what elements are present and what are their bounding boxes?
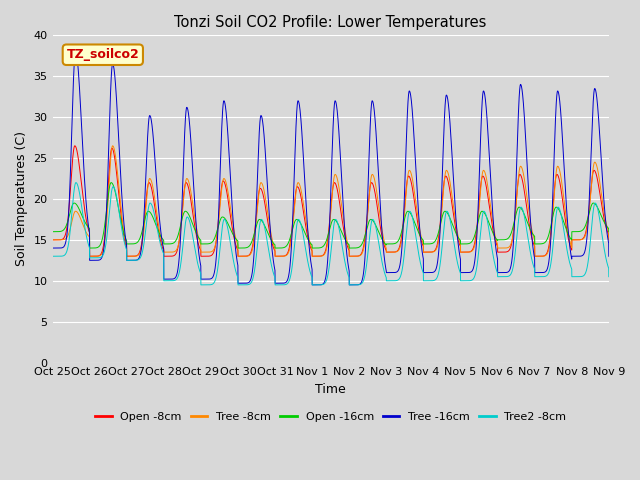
- Open -16cm: [487, 226, 495, 231]
- Tree -16cm: [605, 253, 612, 259]
- Open -8cm: [71, 143, 79, 149]
- Open -16cm: [456, 237, 463, 242]
- Open -8cm: [425, 249, 433, 255]
- Tree -16cm: [49, 245, 56, 251]
- Tree -8cm: [605, 237, 612, 243]
- Open -16cm: [604, 225, 612, 231]
- Tree -16cm: [604, 239, 612, 244]
- Open -8cm: [310, 253, 318, 259]
- Tree2 -8cm: [197, 282, 205, 288]
- Open -8cm: [148, 191, 156, 196]
- Line: Tree -8cm: Tree -8cm: [52, 146, 609, 256]
- Open -8cm: [487, 216, 495, 222]
- Tree -16cm: [308, 282, 316, 288]
- Line: Tree -16cm: Tree -16cm: [52, 52, 609, 285]
- Tree2 -8cm: [605, 274, 612, 279]
- Tree -8cm: [49, 237, 56, 243]
- Open -16cm: [310, 245, 318, 251]
- X-axis label: Time: Time: [316, 383, 346, 396]
- Open -8cm: [456, 241, 463, 247]
- Tree2 -8cm: [49, 253, 56, 259]
- Legend: Open -8cm, Tree -8cm, Open -16cm, Tree -16cm, Tree2 -8cm: Open -8cm, Tree -8cm, Open -16cm, Tree -…: [90, 408, 571, 426]
- Tree -16cm: [148, 128, 156, 133]
- Y-axis label: Soil Temperatures (C): Soil Temperatures (C): [15, 132, 28, 266]
- Tree -8cm: [310, 253, 318, 259]
- Tree -16cm: [310, 282, 318, 288]
- Line: Open -8cm: Open -8cm: [52, 146, 609, 256]
- Tree2 -8cm: [487, 240, 495, 246]
- Title: Tonzi Soil CO2 Profile: Lower Temperatures: Tonzi Soil CO2 Profile: Lower Temperatur…: [175, 15, 487, 30]
- Tree2 -8cm: [148, 204, 156, 210]
- Tree -8cm: [234, 253, 242, 259]
- Open -8cm: [49, 237, 56, 243]
- Tree -8cm: [604, 228, 612, 234]
- Tree -8cm: [456, 239, 463, 244]
- Tree2 -8cm: [456, 268, 463, 274]
- Tree -8cm: [487, 208, 495, 214]
- Tree -16cm: [72, 49, 79, 55]
- Open -8cm: [234, 253, 242, 259]
- Open -16cm: [425, 241, 433, 247]
- Tree2 -8cm: [425, 278, 433, 284]
- Text: TZ_soilco2: TZ_soilco2: [67, 48, 139, 61]
- Tree -8cm: [148, 183, 156, 189]
- Tree -8cm: [425, 249, 433, 255]
- Open -16cm: [605, 229, 612, 235]
- Tree2 -8cm: [72, 180, 80, 185]
- Tree -8cm: [109, 143, 116, 149]
- Tree -16cm: [487, 185, 495, 191]
- Open -16cm: [148, 214, 156, 219]
- Open -16cm: [49, 229, 56, 235]
- Tree2 -8cm: [310, 282, 318, 288]
- Open -16cm: [234, 245, 242, 251]
- Tree -16cm: [425, 270, 433, 276]
- Open -16cm: [108, 180, 115, 185]
- Open -8cm: [604, 231, 612, 237]
- Tree2 -8cm: [604, 264, 612, 270]
- Tree -16cm: [456, 252, 463, 257]
- Line: Open -16cm: Open -16cm: [52, 182, 609, 248]
- Open -8cm: [605, 237, 612, 243]
- Line: Tree2 -8cm: Tree2 -8cm: [52, 182, 609, 285]
